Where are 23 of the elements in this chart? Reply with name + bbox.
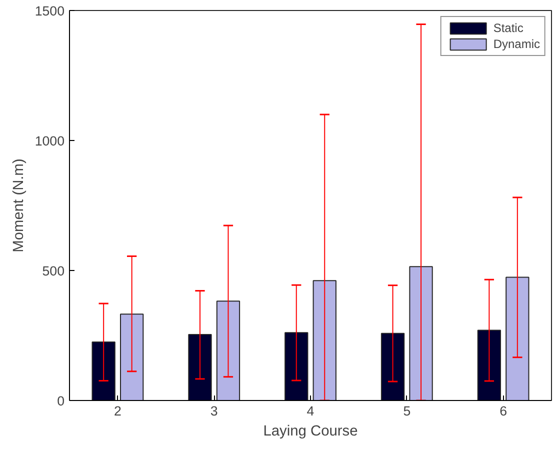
x-tick-label: 2 xyxy=(114,404,122,418)
x-tick-label: 5 xyxy=(403,404,411,418)
y-tick-label: 500 xyxy=(42,264,65,278)
bar xyxy=(284,332,308,400)
legend-label: Dynamic xyxy=(493,37,540,51)
y-tick-label: 1500 xyxy=(34,4,65,18)
x-tick-label: 4 xyxy=(306,404,315,418)
x-axis-title: Laying Course xyxy=(263,424,358,440)
x-tick-label: 6 xyxy=(500,404,508,418)
bar xyxy=(216,300,240,400)
bar xyxy=(409,266,433,400)
legend-label: Static xyxy=(493,21,524,35)
bar xyxy=(120,314,144,400)
bar xyxy=(506,276,530,400)
y-axis-title: Moment (N.m) xyxy=(10,158,27,252)
bar xyxy=(380,332,405,400)
bar xyxy=(477,330,502,400)
y-tick-label: 0 xyxy=(57,394,65,408)
y-tick-label: 1000 xyxy=(34,134,65,148)
bar xyxy=(312,280,336,400)
bar xyxy=(92,342,116,400)
x-tick-label: 3 xyxy=(210,404,218,418)
bar xyxy=(188,334,212,400)
